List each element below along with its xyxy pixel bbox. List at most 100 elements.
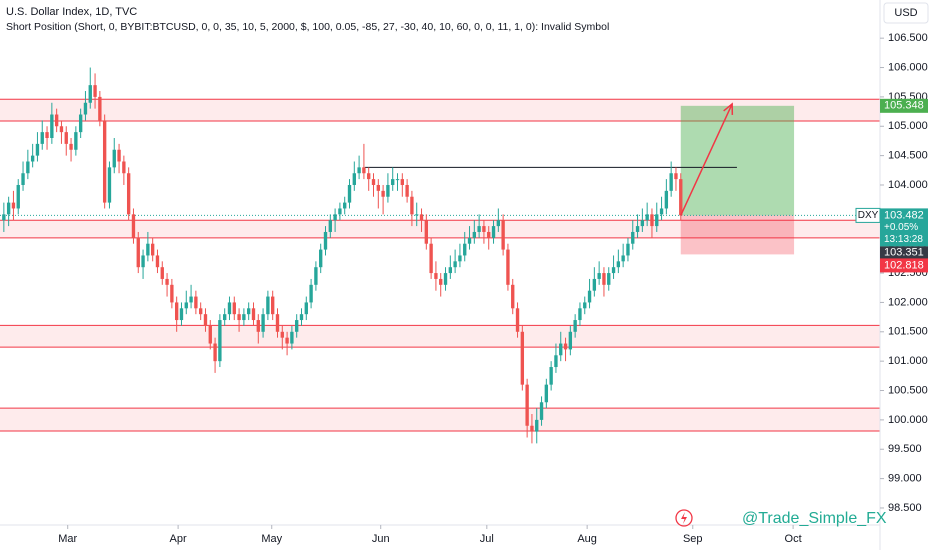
icon-circle[interactable]	[675, 509, 693, 527]
candle-body	[213, 343, 217, 362]
watermark: @Trade_Simple_FX	[742, 510, 887, 527]
candle-body	[45, 132, 49, 139]
candle-body	[635, 226, 640, 232]
x-tick-label: Apr	[170, 533, 187, 545]
candle-body	[530, 425, 534, 432]
last-price-box	[880, 208, 928, 247]
candle-body	[2, 214, 6, 221]
last-price-countdown: 13:13:28	[884, 234, 923, 245]
y-tick-label: 106.000	[888, 61, 928, 73]
icon-bolt[interactable]	[681, 512, 687, 524]
candle-body	[275, 314, 280, 332]
zone	[0, 408, 880, 432]
candle-body	[50, 114, 54, 139]
profit-zone	[680, 105, 795, 216]
y-tick-label: 98.500	[888, 502, 922, 514]
replay-icon[interactable]	[675, 509, 693, 527]
symbol: DXY	[858, 210, 879, 221]
candle-body	[568, 331, 573, 350]
candle-body	[232, 302, 236, 315]
candle-body	[578, 308, 582, 321]
currency-box[interactable]	[883, 2, 929, 24]
candle-body	[218, 320, 222, 362]
candle-body	[304, 302, 308, 315]
candle-body	[237, 314, 241, 321]
candle-body	[448, 267, 453, 274]
candle-body	[611, 267, 616, 274]
candle-body	[664, 190, 669, 209]
zone	[0, 325, 880, 348]
arrow-head	[723, 102, 734, 115]
x-tick-label: Aug	[577, 533, 597, 545]
last-price: 103.482	[884, 209, 924, 221]
candle-body	[463, 243, 467, 256]
y-tick-label: 102.000	[888, 296, 928, 308]
stop-price-tag-box	[880, 258, 928, 273]
x-tick-label: Oct	[785, 533, 802, 545]
candle-body	[520, 331, 525, 385]
candle-body	[117, 149, 121, 162]
candle-body	[559, 343, 563, 356]
candle-body	[573, 320, 577, 332]
candle-body	[155, 255, 160, 268]
candle-body	[376, 184, 380, 191]
candle-body	[371, 179, 376, 185]
candle-body	[650, 214, 654, 227]
candle-body	[83, 102, 88, 115]
candle-body	[674, 173, 678, 180]
candle-body	[107, 167, 112, 203]
candle-body	[150, 243, 155, 256]
candle-body	[640, 220, 645, 227]
candle-body	[328, 220, 332, 232]
candle-body	[501, 220, 505, 250]
candle-body	[477, 226, 481, 232]
x-tick-label: May	[261, 533, 282, 545]
candle-body	[309, 284, 313, 303]
y-tick-label: 104.000	[888, 179, 928, 191]
candle-body	[78, 114, 83, 133]
candle-body	[165, 278, 169, 285]
candle-body	[174, 302, 179, 321]
candle-body	[539, 402, 544, 420]
candle-body	[285, 337, 289, 344]
candle-body	[453, 261, 457, 268]
candle-body	[395, 179, 400, 181]
candle-body	[410, 196, 414, 215]
candle-body	[434, 273, 438, 279]
candle-body	[511, 284, 515, 309]
candle-body	[659, 208, 664, 215]
candle-body	[189, 296, 193, 303]
y-tick-label: 101.500	[888, 326, 928, 338]
candle-body	[525, 384, 529, 426]
candle-body	[424, 220, 428, 244]
price-tag-box	[880, 246, 928, 260]
candle-body	[439, 278, 443, 285]
candle-body	[338, 208, 342, 215]
symbol-box	[855, 207, 881, 223]
candle-body	[266, 296, 270, 315]
candle-body	[323, 231, 328, 250]
candle-body	[443, 273, 448, 285]
candle-body	[35, 143, 40, 156]
candle-body	[429, 243, 433, 274]
candle-body	[597, 273, 601, 279]
candle-body	[184, 302, 188, 309]
x-tick-label: Jun	[372, 533, 390, 545]
candle-body	[616, 261, 621, 268]
candle-body	[280, 331, 284, 338]
candle-body	[357, 167, 361, 174]
candle-body	[419, 214, 424, 221]
y-tick-label: 99.000	[888, 473, 922, 485]
candle-body	[482, 226, 486, 232]
x-tick-label: Jul	[480, 533, 494, 545]
y-tick-label: 99.500	[888, 443, 922, 455]
indicator-subtitle: Short Position (Short, 0, BYBIT:BTCUSD, …	[6, 21, 609, 33]
candle-body	[122, 161, 126, 174]
currency[interactable]: USD	[894, 7, 917, 19]
target-price-tag-box	[880, 98, 928, 113]
candle-body	[141, 255, 145, 268]
candle-body	[626, 243, 630, 256]
zone	[0, 220, 880, 238]
candle-body	[88, 85, 92, 103]
